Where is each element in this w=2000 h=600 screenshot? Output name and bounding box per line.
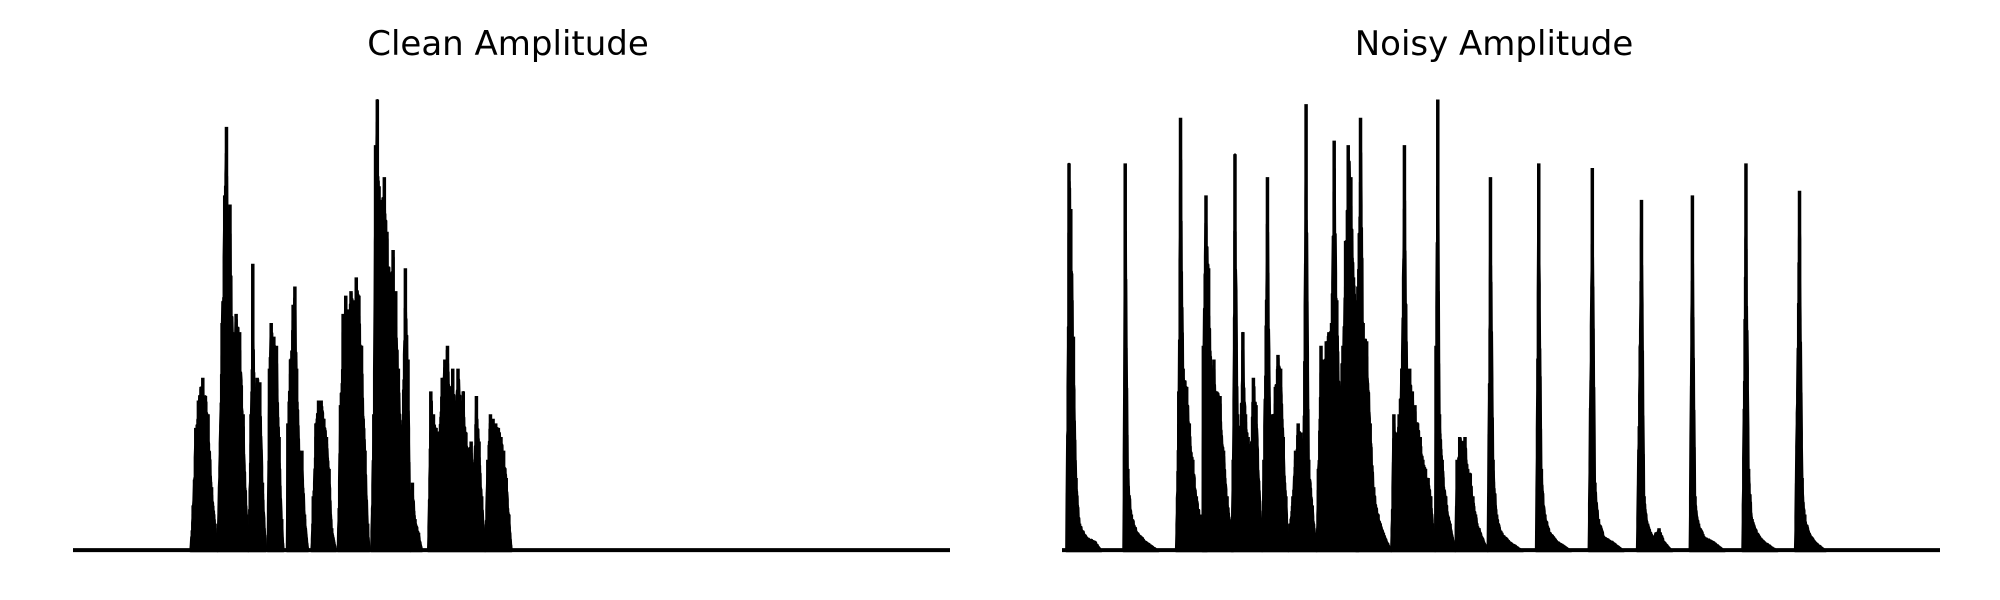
clean-amplitude-plot [73,98,950,553]
clean-amplitude-title: Clean Amplitude [367,24,649,64]
noisy-amplitude-title: Noisy Amplitude [1354,24,1634,64]
noisy-amplitude-plot [1062,99,1940,553]
